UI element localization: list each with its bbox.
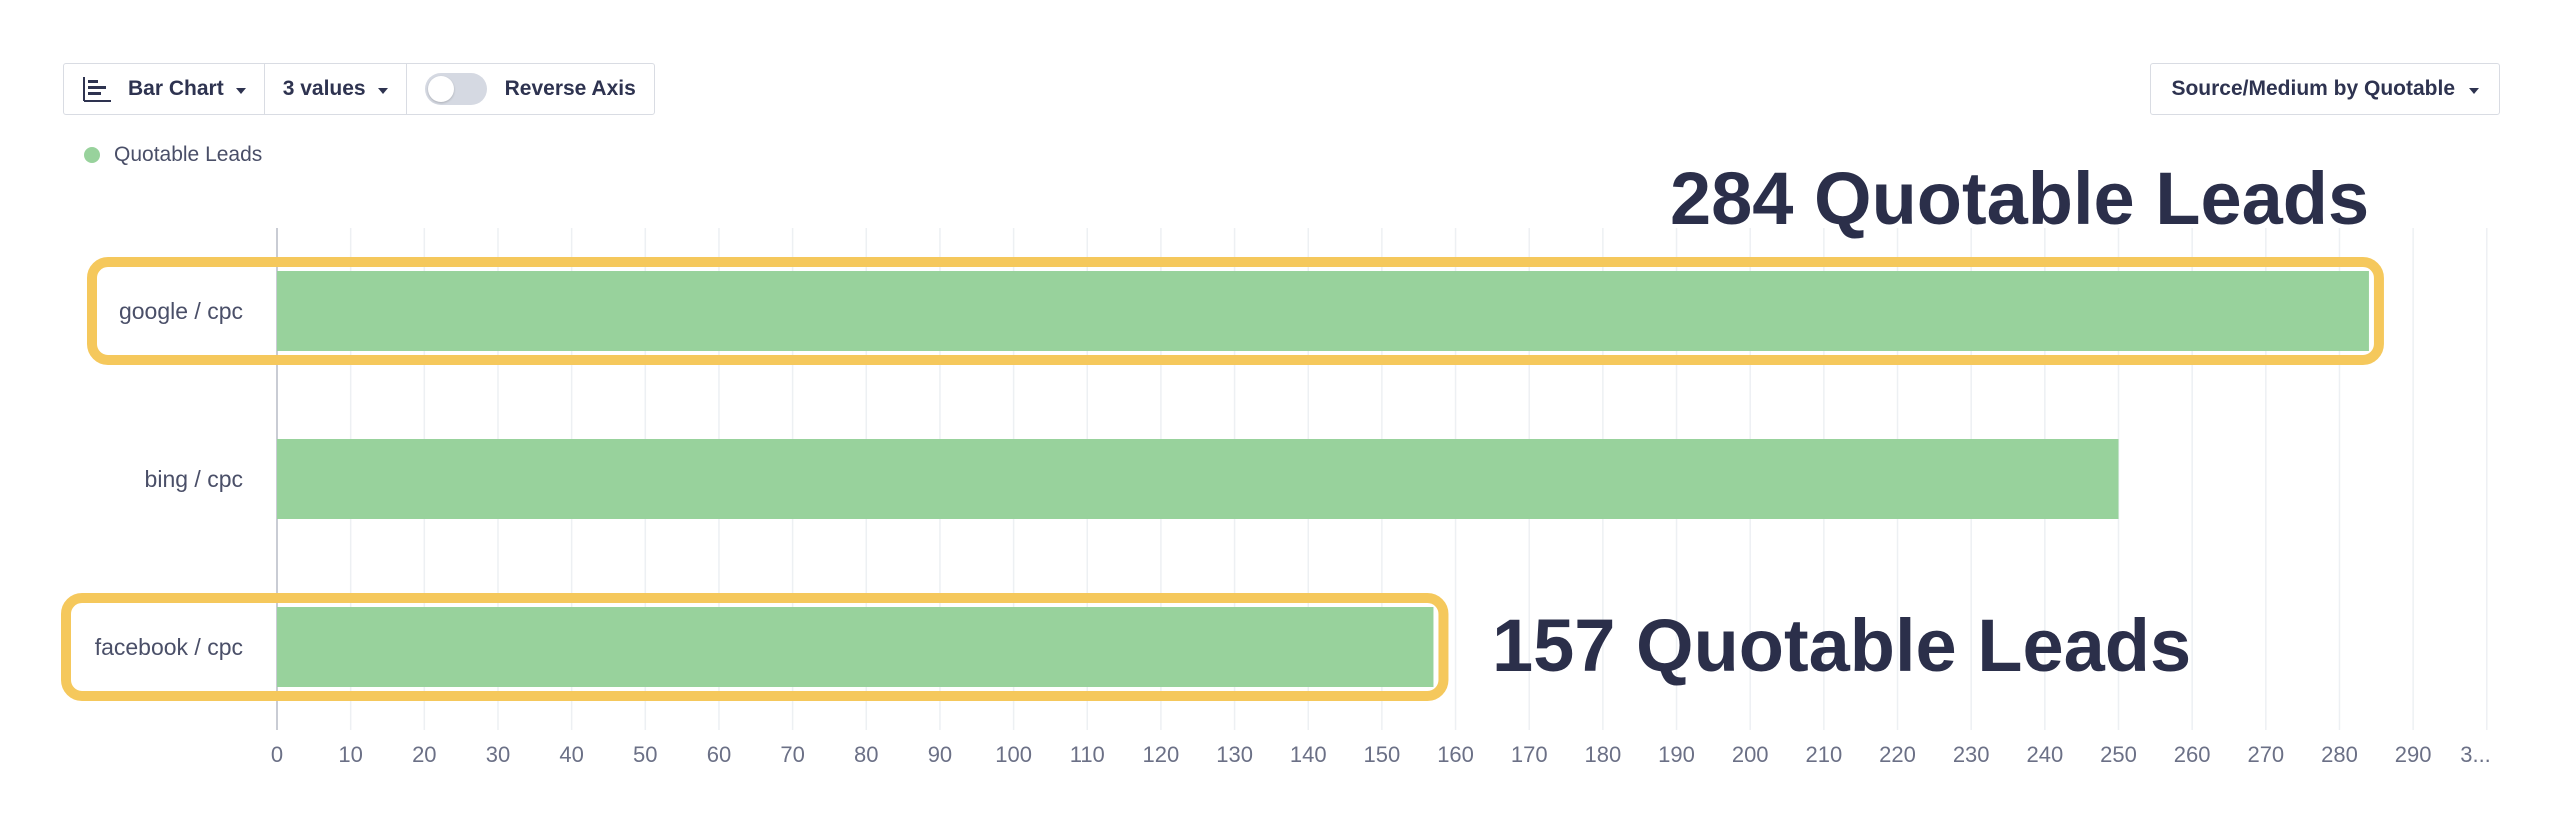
- group-by-label: Source/Medium by Quotable: [2171, 77, 2455, 100]
- x-tick-label: 0: [271, 742, 283, 767]
- category-label: facebook / cpc: [95, 634, 243, 660]
- legend-swatch: [84, 147, 100, 163]
- reverse-axis-toggle[interactable]: [424, 73, 487, 105]
- chevron-down-icon: [2469, 88, 2479, 94]
- x-tick-label: 30: [486, 742, 510, 767]
- x-tick-label: 120: [1143, 742, 1180, 767]
- bar-chart-icon: [83, 77, 111, 102]
- x-tick-label: 180: [1585, 742, 1622, 767]
- x-tick-label: 70: [780, 742, 804, 767]
- legend-label: Quotable Leads: [114, 143, 263, 166]
- x-tick-label: 110: [1070, 742, 1105, 767]
- x-tick-label: 270: [2247, 742, 2284, 767]
- x-tick-label: 170: [1511, 742, 1548, 767]
- x-tick-label: 50: [633, 742, 657, 767]
- x-tick-label: 210: [1806, 742, 1843, 767]
- x-tick-label: 250: [2100, 742, 2137, 767]
- x-tick-label: 10: [338, 742, 362, 767]
- highlight-box: [87, 257, 2384, 365]
- x-tick-label: 60: [707, 742, 731, 767]
- x-tick-label: 290: [2395, 742, 2432, 767]
- x-tick-label: 280: [2321, 742, 2358, 767]
- bar: [277, 607, 1434, 687]
- chevron-down-icon: [235, 88, 246, 94]
- x-tick-label: 240: [2026, 742, 2063, 767]
- x-tick-label: 3...: [2460, 742, 2491, 767]
- x-tick-label: 100: [995, 742, 1032, 767]
- x-tick-label: 130: [1216, 742, 1253, 767]
- x-tick-label: 90: [928, 742, 952, 767]
- x-tick-label: 230: [1953, 742, 1990, 767]
- bar: [277, 439, 2119, 519]
- chart-type-label: Bar Chart: [128, 77, 224, 100]
- group-by-dropdown[interactable]: Source/Medium by Quotable: [2150, 63, 2500, 115]
- values-count-dropdown[interactable]: 3 values: [263, 64, 406, 114]
- category-label: bing / cpc: [145, 466, 243, 492]
- x-tick-label: 260: [2174, 742, 2211, 767]
- bar: [277, 271, 2369, 351]
- x-tick-label: 20: [412, 742, 436, 767]
- annotation-top: 284 Quotable Leads: [1670, 157, 2370, 240]
- x-tick-label: 80: [854, 742, 878, 767]
- toggle-knob: [427, 76, 454, 102]
- x-tick-label: 140: [1290, 742, 1327, 767]
- chart-type-dropdown[interactable]: Bar Chart: [64, 64, 264, 114]
- reverse-axis-control[interactable]: Reverse Axis: [405, 64, 654, 114]
- x-tick-label: 150: [1364, 742, 1401, 767]
- category-label: google / cpc: [119, 298, 243, 324]
- x-tick-label: 40: [559, 742, 583, 767]
- highlight-box: [61, 593, 1449, 701]
- chart-toolbar: Bar Chart 3 values Reverse Axis: [63, 63, 655, 115]
- reverse-axis-label: Reverse Axis: [504, 77, 636, 100]
- x-tick-label: 220: [1879, 742, 1916, 767]
- values-count-label: 3 values: [282, 77, 366, 100]
- x-tick-label: 190: [1658, 742, 1695, 767]
- chevron-down-icon: [377, 88, 388, 94]
- legend: Quotable Leads: [84, 143, 262, 167]
- x-tick-label: 200: [1732, 742, 1769, 767]
- annotation-bottom: 157 Quotable Leads: [1492, 604, 2192, 687]
- x-tick-label: 160: [1437, 742, 1474, 767]
